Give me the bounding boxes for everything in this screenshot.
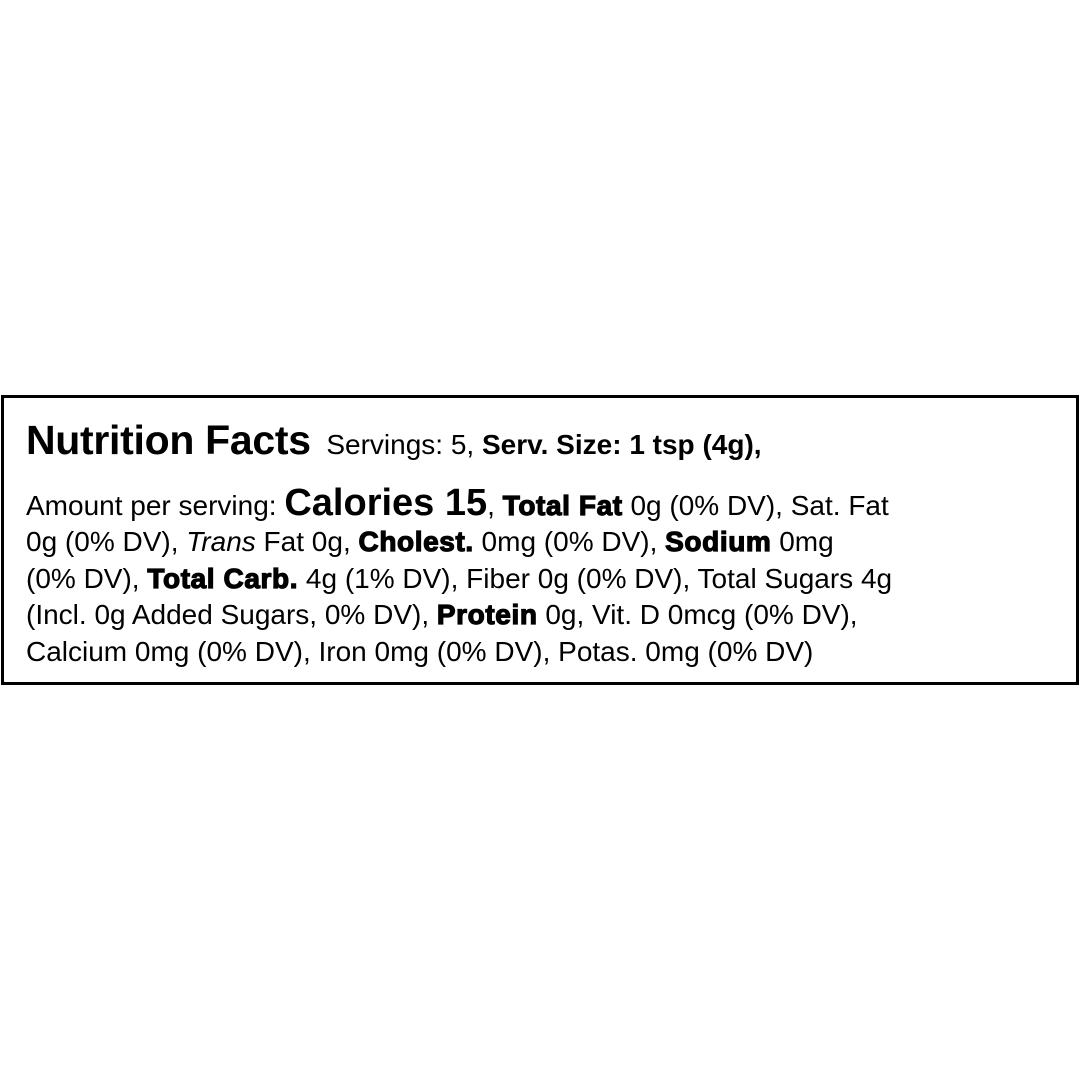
sodium-label: Sodium <box>665 526 772 557</box>
label-line: 0g (0% DV), Trans Fat 0g, Cholest. 0mg (… <box>26 526 834 557</box>
added-sugars-value: (Incl. 0g Added Sugars, 0% DV), <box>26 599 437 630</box>
separator: , <box>487 490 503 521</box>
label-line: (Incl. 0g Added Sugars, 0% DV), Protein … <box>26 599 858 630</box>
nutrition-facts-label: Nutrition Facts Servings: 5, Serv. Size:… <box>1 395 1079 685</box>
total-fat-value: 0g (0% DV), Sat. Fat <box>622 490 889 521</box>
calories-text: Calories 15 <box>284 482 488 524</box>
minerals-value: Calcium 0mg (0% DV), Iron 0mg (0% DV), P… <box>26 636 814 667</box>
carb-fiber-sugars-value: 4g (1% DV), Fiber 0g (0% DV), Total Suga… <box>298 563 893 594</box>
amount-per-serving-text: Amount per serving: <box>26 490 285 521</box>
total-fat-label: Total Fat <box>502 490 623 521</box>
label-line: Amount per serving: Calories 15, Total F… <box>26 484 889 522</box>
sodium-dv: (0% DV), <box>26 563 148 594</box>
label-line: Nutrition Facts Servings: 5, Serv. Size:… <box>26 420 762 461</box>
sodium-value: 0mg <box>771 526 834 557</box>
cholesterol-value: 0mg (0% DV), <box>473 526 666 557</box>
trans-label: Trans <box>186 526 256 557</box>
label-line: (0% DV), Total Carb. 4g (1% DV), Fiber 0… <box>26 563 893 594</box>
protein-vitd-value: 0g, Vit. D 0mcg (0% DV), <box>537 599 858 630</box>
label-line: Calcium 0mg (0% DV), Iron 0mg (0% DV), P… <box>26 638 813 666</box>
trans-fat-value: Fat 0g, <box>255 526 359 557</box>
nutrition-facts-heading: Nutrition Facts <box>26 417 311 463</box>
total-carb-label: Total Carb. <box>147 563 299 594</box>
serving-size-text: Serv. Size: 1 tsp (4g), <box>481 429 762 460</box>
servings-text: Servings: 5, <box>310 429 482 460</box>
protein-label: Protein <box>436 599 538 630</box>
sat-fat-value: 0g (0% DV), <box>26 526 187 557</box>
cholesterol-label: Cholest. <box>358 526 474 557</box>
